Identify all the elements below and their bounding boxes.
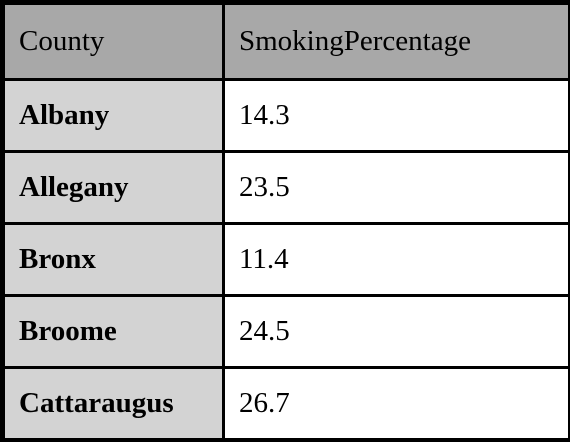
county-cell: Broome bbox=[2, 294, 225, 369]
smoking-percentage-cell: 23.5 bbox=[222, 150, 570, 225]
smoking-percentage-cell: 26.7 bbox=[222, 366, 570, 441]
table-row: Cattaraugus 26.7 bbox=[2, 366, 570, 441]
county-cell: Bronx bbox=[2, 222, 225, 297]
table-row: Broome 24.5 bbox=[2, 294, 570, 369]
table-row: Albany 14.3 bbox=[2, 78, 570, 153]
smoking-percentage-cell: 11.4 bbox=[222, 222, 570, 297]
header-smoking-percentage: SmokingPercentage bbox=[222, 2, 570, 81]
table-row: Allegany 23.5 bbox=[2, 150, 570, 225]
county-cell: Cattaraugus bbox=[2, 366, 225, 441]
county-cell: Albany bbox=[2, 78, 225, 153]
table-row: Bronx 11.4 bbox=[2, 222, 570, 297]
header-county: County bbox=[2, 2, 225, 81]
smoking-percentage-cell: 24.5 bbox=[222, 294, 570, 369]
smoking-percentage-cell: 14.3 bbox=[222, 78, 570, 153]
county-cell: Allegany bbox=[2, 150, 225, 225]
header-row: County SmokingPercentage bbox=[2, 2, 570, 81]
